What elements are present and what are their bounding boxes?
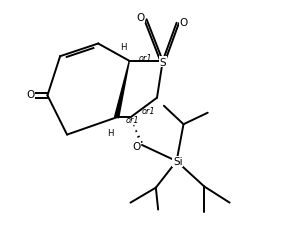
Text: O: O <box>179 18 188 27</box>
Text: Si: Si <box>173 156 183 166</box>
Text: O: O <box>26 90 34 100</box>
Text: O: O <box>132 142 140 152</box>
Polygon shape <box>115 61 129 118</box>
Text: S: S <box>159 58 166 68</box>
Text: or1: or1 <box>126 116 139 125</box>
Text: H: H <box>108 128 114 137</box>
Text: O: O <box>137 13 145 23</box>
Text: or1: or1 <box>142 106 156 116</box>
Text: or1: or1 <box>139 54 152 63</box>
Text: H: H <box>120 43 127 52</box>
